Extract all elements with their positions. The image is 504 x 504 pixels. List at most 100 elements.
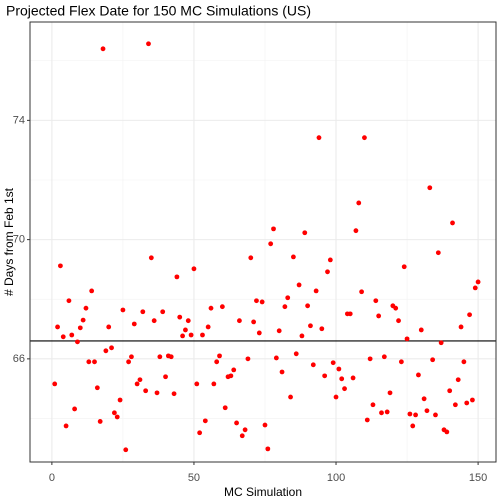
point [455,377,461,383]
point [305,303,311,309]
point [322,373,328,379]
point [219,304,225,310]
y-axis-title: # Days from Feb 1st [2,187,16,296]
point [134,381,140,387]
point [214,359,220,365]
point [197,430,203,436]
point [268,241,274,247]
point [97,419,103,424]
point [421,396,427,402]
point [396,318,401,324]
point [273,355,279,361]
point [313,288,319,294]
chart-title: Projected Flex Date for 150 MC Simulatio… [6,3,311,19]
point [171,391,177,397]
point [373,298,379,304]
point [416,372,421,378]
point [117,397,123,403]
point [404,336,410,342]
point [316,135,322,141]
point [259,299,265,305]
point [271,226,276,232]
point [106,324,112,330]
point [237,318,242,324]
x-tick-label: 0 [49,472,55,484]
point [296,282,302,288]
point [427,185,433,191]
point [327,257,333,263]
point [77,325,83,331]
point [177,314,183,320]
point [160,309,166,315]
point [126,359,131,365]
point [458,324,464,330]
point [60,334,66,340]
x-axis-title: MC Simulation [224,485,302,499]
point [356,200,362,206]
point [228,373,234,379]
point [129,354,134,360]
point [111,410,117,416]
point [319,326,325,332]
point [231,367,237,373]
point [265,446,271,452]
point [285,295,291,301]
point [248,255,254,261]
point [398,359,404,365]
point [475,279,481,285]
point [168,354,174,360]
point [308,323,313,329]
point [154,390,160,396]
point [376,313,382,319]
point [217,353,222,359]
point [384,409,390,415]
point [330,360,336,366]
point [100,46,106,52]
point [109,345,114,351]
point [183,327,188,333]
point [254,298,259,304]
point [94,385,100,391]
point [205,324,211,330]
point [262,422,268,428]
point [418,327,424,333]
point [291,254,296,260]
point [86,359,92,365]
point [256,330,262,336]
point [310,362,316,368]
point [407,411,413,417]
point [52,381,58,387]
point [447,388,453,394]
point [364,417,370,423]
point [146,41,151,47]
point [444,429,450,435]
point [245,356,251,362]
point [191,266,197,272]
point [467,312,472,318]
point [470,397,475,403]
point [92,359,97,365]
point [424,408,430,414]
point [438,340,444,346]
x-tick-label: 150 [469,472,487,484]
point [157,354,163,360]
point [325,269,330,275]
point [276,328,282,334]
point [299,333,305,339]
point [140,309,146,315]
point [80,317,86,323]
point [202,418,208,424]
point [302,230,308,236]
point [379,410,384,416]
point [188,332,194,338]
point [251,319,257,325]
point [185,318,191,324]
point [293,351,299,357]
point [353,228,359,234]
point [362,135,367,141]
point [66,298,72,304]
point [151,318,157,324]
point [450,220,455,226]
